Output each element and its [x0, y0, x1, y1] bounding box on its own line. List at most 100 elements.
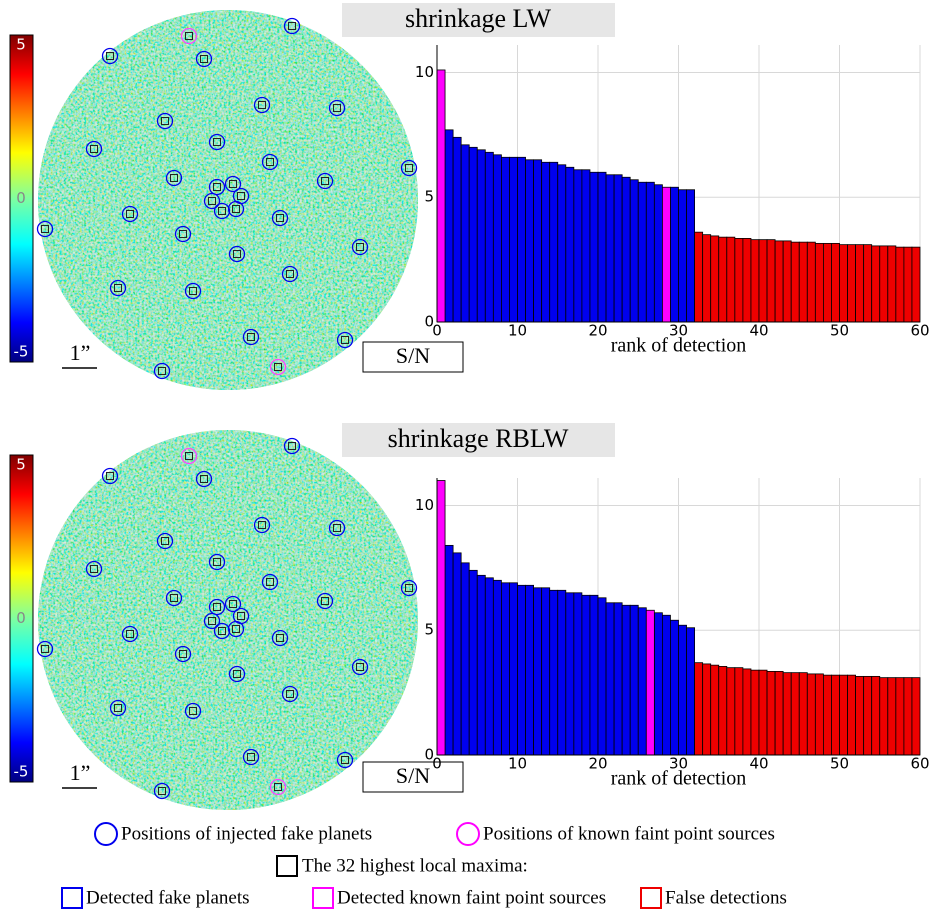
bar	[492, 579, 502, 756]
maximum-marker	[41, 645, 49, 653]
bar	[444, 544, 454, 756]
planet-marker	[153, 782, 171, 800]
bar	[653, 184, 663, 323]
maximum-marker	[179, 230, 187, 238]
bar	[581, 594, 591, 756]
planet-marker	[109, 699, 127, 717]
title-box	[342, 423, 615, 457]
bar	[525, 159, 534, 323]
bar	[798, 241, 808, 323]
bar	[597, 171, 607, 323]
planet-marker	[109, 279, 127, 297]
maximum-marker	[276, 214, 284, 222]
planet-marker	[224, 175, 242, 193]
colorbar-tick-label: 0	[16, 189, 26, 207]
bar	[613, 602, 623, 756]
bar	[903, 677, 913, 756]
bar	[710, 664, 720, 756]
bar	[517, 584, 526, 756]
planet-marker	[336, 331, 354, 349]
bar	[621, 176, 631, 323]
maximum-marker	[321, 597, 329, 605]
maximum-marker	[213, 138, 221, 146]
title-box	[342, 3, 615, 37]
bar	[605, 174, 615, 323]
bar	[895, 677, 905, 756]
planet-marker	[224, 595, 242, 613]
maximum-marker	[189, 287, 197, 295]
colorbar-label-box	[362, 761, 464, 793]
bar	[774, 671, 784, 756]
maximum-marker	[341, 336, 349, 344]
planet-marker	[351, 238, 369, 256]
planet-marker	[281, 685, 299, 703]
maximum-marker	[288, 22, 296, 30]
maximum-marker	[189, 707, 197, 715]
maximum-marker	[247, 333, 255, 341]
bar	[468, 569, 478, 756]
colorbar	[9, 454, 34, 783]
bar	[573, 169, 583, 323]
bar	[734, 667, 744, 756]
bar	[500, 156, 510, 323]
planet-marker	[184, 702, 202, 720]
planet-marker	[121, 205, 139, 223]
planet-marker	[316, 172, 334, 190]
maximum-marker	[170, 594, 178, 602]
y-tick-label: 0	[424, 313, 434, 331]
bar	[806, 673, 816, 756]
bar	[629, 179, 639, 323]
bar	[782, 672, 792, 756]
bar	[581, 169, 591, 323]
planet-marker	[328, 99, 346, 117]
bar	[903, 246, 913, 323]
bar	[484, 577, 494, 756]
maximum-marker	[185, 32, 193, 40]
legend-icon	[456, 822, 480, 846]
legend-icon	[94, 822, 118, 846]
x-tick-label: 20	[588, 322, 607, 340]
bar	[758, 669, 768, 756]
bar	[500, 582, 510, 756]
maximum-marker	[114, 284, 122, 292]
bar	[557, 164, 567, 323]
colorbar-tick-label: -5	[14, 763, 29, 781]
bar	[879, 677, 889, 756]
maximum-marker	[276, 634, 284, 642]
bar	[871, 245, 881, 323]
planet-marker	[36, 220, 54, 238]
x-tick-label: 60	[910, 755, 929, 773]
bar	[823, 242, 832, 323]
bar	[670, 186, 679, 323]
maximum-marker	[213, 558, 221, 566]
planet-marker	[165, 169, 183, 187]
planet-marker	[153, 362, 171, 380]
x-tick-label: 30	[669, 322, 688, 340]
bar	[484, 151, 494, 323]
planet-marker	[208, 553, 226, 571]
bar	[589, 594, 599, 756]
x-tick-label: 10	[508, 755, 527, 773]
x-tick-label: 50	[830, 322, 849, 340]
bar	[492, 154, 502, 323]
maximum-marker	[161, 117, 169, 125]
bar	[847, 244, 856, 323]
maximum-marker	[106, 472, 114, 480]
maximum-marker	[286, 270, 294, 278]
planet-marker	[36, 640, 54, 658]
maximum-marker	[126, 210, 134, 218]
colorbar	[9, 34, 34, 363]
bar	[565, 592, 575, 756]
bar	[662, 186, 671, 323]
x-tick-label: 50	[830, 755, 849, 773]
bar	[766, 671, 776, 756]
bar	[436, 480, 446, 756]
bar	[476, 574, 486, 756]
maximum-marker	[213, 603, 221, 611]
bar	[750, 669, 760, 756]
x-tick-label: 30	[669, 755, 688, 773]
bar	[734, 238, 744, 323]
x-tick-label: 40	[749, 322, 768, 340]
x-tick-label: 60	[910, 322, 929, 340]
